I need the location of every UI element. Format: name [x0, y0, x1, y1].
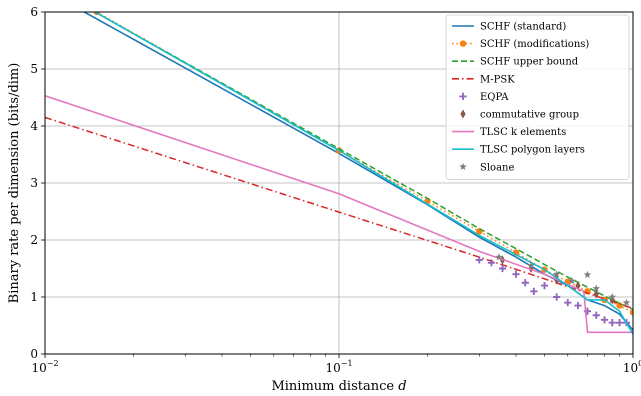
- legend-label: M-PSK: [480, 74, 515, 85]
- series-7: [45, 95, 633, 334]
- y-tick-label: 5: [30, 62, 38, 76]
- series-8: [94, 12, 633, 335]
- legend-item: Sloane: [459, 162, 514, 173]
- series-9: [495, 253, 631, 306]
- data-point: [553, 293, 561, 301]
- series-5: [475, 256, 631, 327]
- legend-item: SCHF (standard): [452, 22, 566, 33]
- series-line: [45, 95, 633, 334]
- data-point: [475, 256, 483, 264]
- series-3: [94, 12, 633, 311]
- data-point: [583, 270, 592, 279]
- legend-label: TLSC polygon layers: [480, 145, 585, 156]
- data-point: [593, 289, 599, 299]
- legend-label: TLSC k elements: [480, 127, 566, 138]
- x-axis-label: Minimum distance d: [271, 379, 406, 394]
- series-line: [94, 12, 633, 335]
- y-tick-label: 3: [30, 176, 38, 190]
- y-tick-label: 1: [30, 290, 38, 304]
- x-tick-label: 100: [623, 359, 641, 375]
- axis-ticks: 10−2 10−1 100 0 1 2 3 4 5 6: [30, 5, 641, 375]
- y-axis-label: Binary rate per dimension (bits/dim): [7, 63, 22, 304]
- data-point: [622, 298, 631, 306]
- data-point: [568, 277, 576, 285]
- y-tick-label: 0: [30, 347, 38, 361]
- legend-label: SCHF (modifications): [480, 39, 589, 50]
- data-point: [592, 311, 600, 319]
- legend-marker: [459, 162, 467, 171]
- legend-item: commutative group: [460, 109, 579, 121]
- legend-label: commutative group: [480, 110, 579, 121]
- legend-marker: [460, 109, 466, 119]
- y-tick-label: 4: [30, 119, 38, 133]
- data-point: [498, 264, 507, 273]
- x-tick-label: 10−1: [325, 359, 352, 375]
- y-tick-label: 2: [30, 233, 38, 247]
- legend-item: M-PSK: [452, 74, 515, 85]
- data-point: [552, 270, 561, 278]
- data-point: [574, 301, 582, 310]
- series-line: [96, 12, 633, 314]
- legend-label: SCHF (standard): [480, 22, 566, 33]
- data-point: [521, 279, 529, 287]
- data-point: [608, 319, 616, 327]
- legend-marker: [459, 92, 467, 100]
- data-point: [600, 316, 609, 324]
- data-point: [629, 309, 633, 316]
- data-point: [564, 299, 572, 307]
- data-point: [540, 282, 549, 290]
- legend-item: EQPA: [459, 92, 509, 103]
- legend-label: SCHF upper bound: [480, 57, 579, 68]
- legend-box: [445, 14, 630, 180]
- data-point: [527, 261, 535, 269]
- data-point: [530, 287, 538, 295]
- legend-item: TLSC polygon layers: [452, 145, 585, 156]
- legend-label: EQPA: [480, 92, 509, 103]
- x-tick-label: 10−2: [31, 359, 58, 375]
- data-point: [592, 284, 601, 292]
- legend-marker: [459, 40, 467, 47]
- plot-series: [45, 12, 633, 335]
- y-tick-label: 6: [30, 5, 38, 19]
- series-line: [94, 12, 633, 311]
- legend-item: TLSC k elements: [452, 127, 566, 138]
- data-point: [615, 319, 624, 327]
- legend: SCHF (standard) SCHF (modifications) SCHF …: [445, 14, 630, 180]
- data-point: [583, 307, 592, 315]
- legend-item: SCHF (modifications): [452, 39, 589, 50]
- legend-item: SCHF upper bound: [452, 57, 579, 68]
- data-point: [495, 253, 503, 261]
- data-point: [487, 259, 496, 267]
- legend-label: Sloane: [480, 162, 514, 173]
- data-point: [512, 270, 520, 278]
- data-point: [608, 293, 617, 301]
